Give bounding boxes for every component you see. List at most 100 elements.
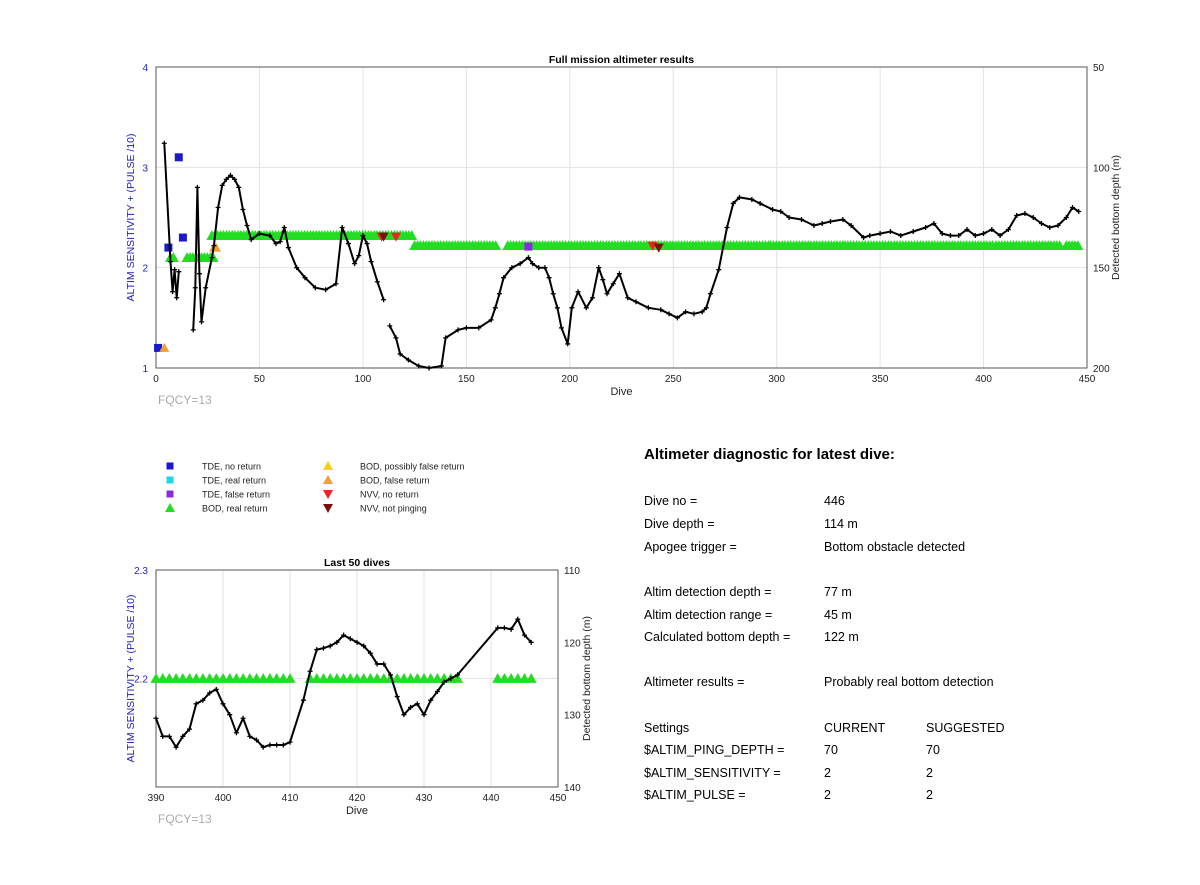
x-tick-label: 100: [355, 374, 372, 385]
x-tick-label: 250: [665, 374, 682, 385]
depth-point: [658, 307, 664, 313]
depth-point: [848, 223, 854, 229]
depth-point: [247, 733, 253, 739]
depth-point: [285, 245, 291, 251]
depth-point: [397, 351, 403, 357]
depth-point: [341, 632, 347, 638]
x-tick-label: 150: [458, 374, 475, 385]
depth-point: [476, 325, 482, 331]
depth-point: [194, 184, 200, 190]
depth-point: [625, 295, 631, 301]
depth-point: [528, 639, 534, 645]
legend-label: NVV, no return: [360, 490, 419, 500]
depth-point: [408, 704, 414, 710]
depth-point: [633, 299, 639, 305]
y-tick-label: 3: [142, 163, 148, 174]
depth-point: [536, 265, 542, 271]
legend-label: BOD, false return: [360, 476, 430, 486]
depth-point: [666, 311, 672, 317]
depth-point: [416, 363, 422, 369]
depth-point: [161, 140, 167, 146]
y2-tick-label: 140: [564, 783, 581, 794]
depth-point: [173, 744, 179, 750]
depth-point: [166, 733, 172, 739]
depth-point: [393, 335, 399, 341]
depth-point: [1076, 208, 1082, 214]
depth-point: [550, 291, 556, 297]
depth-point: [256, 231, 262, 237]
y2-tick-label: 200: [1093, 364, 1110, 375]
depth-point: [590, 295, 596, 301]
y2-axis-label: Detected bottom depth (m): [581, 616, 593, 741]
depth-point: [267, 742, 273, 748]
depth-point: [333, 281, 339, 287]
depth-point: [997, 233, 1003, 239]
depth-point: [501, 275, 507, 281]
legend-label: BOD, possibly false return: [360, 462, 465, 472]
y-tick-label: 4: [142, 63, 148, 74]
x-tick-label: 390: [148, 793, 165, 804]
depth-point: [724, 225, 730, 231]
depth-point: [153, 715, 159, 721]
y2-axis-label: Detected bottom depth (m): [1110, 155, 1122, 280]
legend-label: BOD, real return: [202, 504, 268, 514]
depth-point: [559, 325, 565, 331]
depth-point: [200, 697, 206, 703]
depth-point: [394, 694, 400, 700]
depth-point: [610, 281, 616, 287]
series-tde-no-return-marker: [178, 233, 187, 242]
depth-point: [1070, 204, 1076, 210]
depth-point: [360, 233, 366, 239]
depth-point: [509, 265, 515, 271]
series-layer: [150, 616, 537, 750]
depth-point: [405, 357, 411, 363]
depth-point: [569, 305, 575, 311]
axes-frame: [155, 66, 1088, 369]
fqcy-annotation: FQCY=13: [158, 393, 212, 407]
depth-point: [227, 712, 233, 718]
depth-point: [232, 176, 238, 182]
depth-point: [923, 225, 929, 231]
depth-point: [352, 261, 358, 267]
depth-point: [707, 291, 713, 297]
y-tick-label: 2.3: [134, 566, 148, 577]
depth-point: [811, 223, 817, 229]
depth-point: [361, 643, 367, 649]
depth-point: [414, 701, 420, 707]
depth-point: [515, 616, 521, 622]
depth-point: [287, 739, 293, 745]
depth-point: [381, 297, 387, 303]
depth-point: [180, 733, 186, 739]
series-tde-no-return-marker: [154, 343, 163, 352]
depth-point: [699, 309, 705, 315]
depth-point: [778, 208, 784, 214]
depth-point: [867, 233, 873, 239]
depth-point: [455, 327, 461, 333]
x-tick-label: 400: [975, 374, 992, 385]
depth-point: [898, 233, 904, 239]
x-tick-label: 400: [215, 793, 232, 804]
depth-point: [174, 295, 180, 301]
y2-tick-label: 110: [564, 566, 580, 577]
legend-label: NVV, not pinging: [360, 504, 427, 514]
depth-point: [267, 233, 273, 239]
series-tde-no-return-marker: [164, 243, 173, 252]
chart-title: Full mission altimeter results: [549, 54, 694, 66]
y2-tick-label: 100: [1093, 163, 1110, 174]
depth-point: [827, 219, 833, 225]
x-tick-label: 50: [254, 374, 266, 385]
x-tick-label: 350: [872, 374, 889, 385]
depth-point: [798, 217, 804, 223]
depth-point: [1038, 221, 1044, 227]
depth-point: [1047, 225, 1053, 231]
depth-point: [421, 712, 427, 718]
y-tick-label: 2: [142, 264, 148, 275]
plot-area: [156, 67, 1087, 368]
depth-point: [170, 289, 176, 295]
depth-point: [840, 217, 846, 223]
y-tick-label: 1: [142, 364, 148, 375]
depth-point: [443, 335, 449, 341]
depth-point: [931, 221, 937, 227]
y-tick-label: 2.2: [134, 675, 148, 686]
